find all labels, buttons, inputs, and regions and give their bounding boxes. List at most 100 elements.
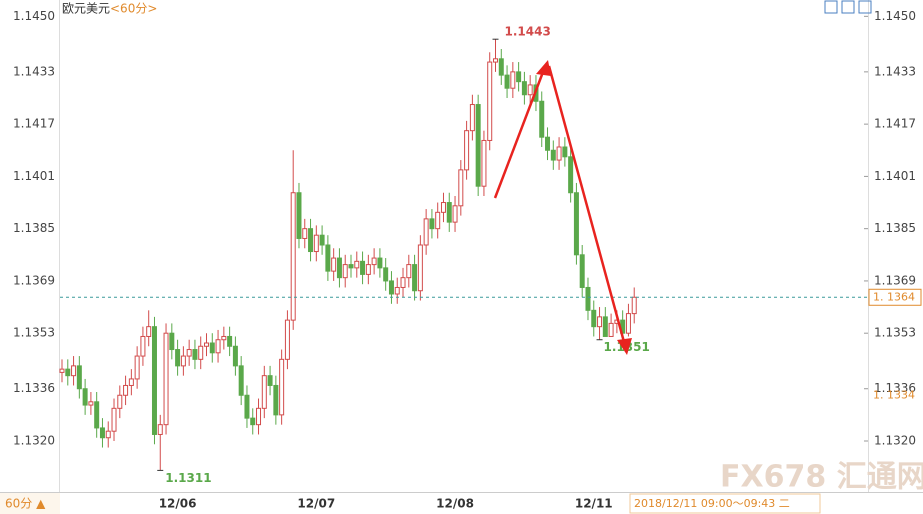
candle-body xyxy=(186,349,192,357)
candle-body xyxy=(527,84,533,96)
candle-body xyxy=(602,316,608,337)
candle-body xyxy=(458,169,464,207)
candle-body xyxy=(348,264,354,269)
candle-body xyxy=(99,427,105,439)
y-tick-label: 1.1417 xyxy=(13,117,55,131)
candle-body xyxy=(117,394,123,409)
candle-body xyxy=(469,104,475,132)
arrow-down xyxy=(547,65,626,343)
candle-body xyxy=(76,365,82,390)
candle-body xyxy=(59,368,65,373)
time-range: 2018/12/11 09:00～09:43 二 xyxy=(634,497,790,510)
candle-body xyxy=(400,277,406,288)
y-tick-label: 1.1320 xyxy=(13,434,55,448)
y-tick-label: 1.1450 xyxy=(13,9,55,23)
candle-body xyxy=(313,234,319,253)
icon[interactable] xyxy=(824,0,838,14)
candle-body xyxy=(267,375,273,386)
x-tick-label: 12/06 xyxy=(159,497,197,511)
candle-body xyxy=(325,244,331,272)
candle-body xyxy=(591,309,597,328)
candle-body xyxy=(365,264,371,275)
arrow-head xyxy=(617,338,632,355)
icon[interactable] xyxy=(841,0,855,14)
candle-body xyxy=(227,335,233,347)
y-tick-label: 1.1369 xyxy=(13,273,55,287)
y-tick-label: 1.1433 xyxy=(13,64,55,78)
x-tick-label: 12/07 xyxy=(297,497,335,511)
candle-body xyxy=(556,146,562,161)
x-tick-label: 12/11 xyxy=(575,497,613,511)
icon[interactable] xyxy=(858,0,872,14)
y2-tick-label: 1.1417 xyxy=(874,117,916,131)
period-box[interactable] xyxy=(0,493,60,514)
candle-body xyxy=(111,407,117,432)
candle-body xyxy=(383,267,389,282)
candle-body xyxy=(215,339,221,354)
candle-body xyxy=(510,71,516,89)
candle-body xyxy=(209,342,215,354)
candle-body xyxy=(198,345,204,360)
y-tick-label: 1.1401 xyxy=(13,169,55,183)
candle-body xyxy=(487,61,493,141)
candle-body xyxy=(169,332,175,351)
candle-body xyxy=(412,264,418,292)
y2-tick-label: 1.1385 xyxy=(874,221,916,235)
chart-period: <60分> xyxy=(110,2,157,16)
candle-body xyxy=(151,326,157,435)
candle-body xyxy=(475,104,481,187)
candle-body xyxy=(394,286,400,295)
y-tick-label: 1.1385 xyxy=(13,221,55,235)
x-tick-label: 12/08 xyxy=(436,497,474,511)
candle-body xyxy=(65,368,71,377)
candle-body xyxy=(625,313,631,334)
candle-body xyxy=(493,58,498,63)
candle-body xyxy=(105,430,111,439)
candle-body xyxy=(256,407,262,426)
y2-tick-label: 1.1450 xyxy=(874,9,916,23)
toolbar-icons[interactable] xyxy=(824,0,872,14)
candle-body xyxy=(504,74,510,89)
candle-body xyxy=(464,130,470,171)
y-tick-label: 1.1353 xyxy=(13,326,55,340)
candle-body xyxy=(608,322,614,337)
candle-body xyxy=(360,260,366,275)
last-price-label: 1. 1364 xyxy=(873,290,915,303)
arrow-head xyxy=(536,60,551,76)
candle-body xyxy=(377,257,383,269)
candle-body xyxy=(446,202,452,223)
candle-body xyxy=(354,260,360,269)
candle-body xyxy=(417,244,423,292)
y-tick-label: 1.1336 xyxy=(13,381,55,395)
y2-tick-label: 1.1401 xyxy=(874,169,916,183)
candle-body xyxy=(296,192,302,239)
candle-body xyxy=(579,254,585,288)
candle-body xyxy=(123,384,129,396)
candle-body xyxy=(429,218,435,230)
candle-body xyxy=(498,58,504,76)
candle-body xyxy=(319,234,325,246)
candle-body xyxy=(631,296,637,315)
candle-body xyxy=(261,375,267,409)
bottom-period[interactable]: 60分 ▲ xyxy=(5,497,46,511)
candle-body xyxy=(273,384,279,416)
candle-body xyxy=(244,394,250,419)
candle-body xyxy=(440,202,446,213)
candle-body xyxy=(435,211,441,230)
chart-title: 欧元美元 xyxy=(62,2,110,16)
candle-body xyxy=(516,71,522,83)
candle-body xyxy=(585,286,591,311)
candle-body xyxy=(94,401,100,429)
y2-tick-label: 1.1353 xyxy=(874,326,916,340)
time-box xyxy=(629,493,821,514)
candle-body xyxy=(539,100,545,138)
candle-body xyxy=(192,349,198,360)
candle-body xyxy=(550,149,556,161)
candle-body xyxy=(88,401,94,406)
candle-body xyxy=(573,192,579,256)
last-price-box xyxy=(868,288,922,306)
candle-body xyxy=(331,257,337,272)
candle-body xyxy=(290,192,296,321)
